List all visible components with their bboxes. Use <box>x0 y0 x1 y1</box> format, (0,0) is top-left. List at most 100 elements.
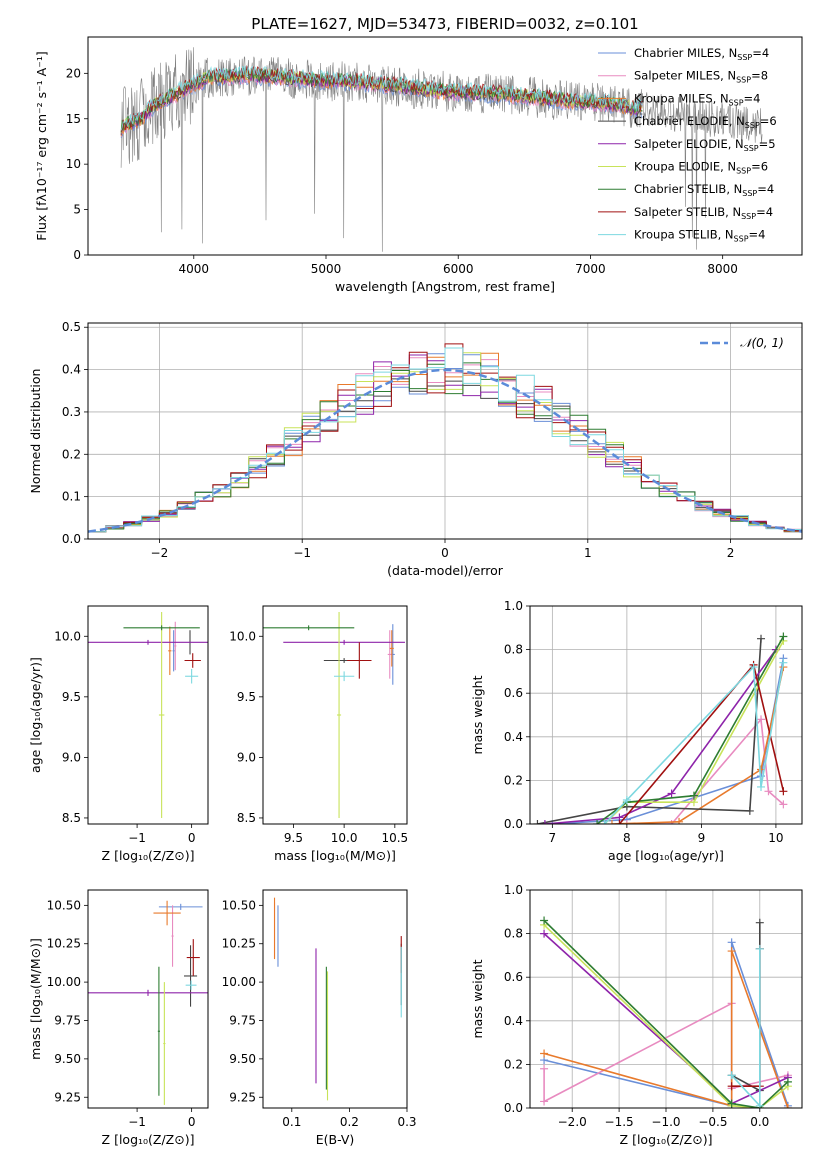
errorbar-5 <box>163 982 166 1105</box>
x-axis-label: Z [log₁₀(Z/Z⊙)] <box>620 1132 713 1147</box>
weight-series-0 <box>552 658 785 824</box>
weight-marker <box>727 1082 736 1091</box>
y-tick-label: 20 <box>66 66 81 80</box>
x-tick-label: 6000 <box>443 262 474 276</box>
x-axis-label: wavelength [Angstrom, rest frame] <box>335 279 555 294</box>
axes-frame <box>529 889 803 1109</box>
legend: Chabrier MILES, NSSP=4 Salpeter MILES, NS… <box>598 46 777 244</box>
legend-entry: Kroupa STELIB, NSSP=4 <box>634 228 765 244</box>
errorbar-1 <box>387 630 392 679</box>
x-tick-label: −1.0 <box>651 1115 680 1129</box>
weight-marker <box>757 634 766 643</box>
errorbar-8 <box>185 668 199 684</box>
errorbar-3 <box>184 945 198 1007</box>
weight-marker <box>540 929 549 938</box>
weight-marker <box>689 791 698 800</box>
y-tick-label: 9.50 <box>54 1052 81 1066</box>
errorbar-4 <box>283 639 405 645</box>
figure-title: PLATE=1627, MJD=53473, FIBERID=0032, z=0… <box>251 15 638 33</box>
x-tick-label: 0.0 <box>750 1115 769 1129</box>
weight-marker <box>755 1101 764 1108</box>
weight-marker <box>540 1064 549 1073</box>
weight-marker <box>755 944 764 953</box>
weight-marker <box>779 800 788 809</box>
x-tick-label: 7 <box>549 831 557 845</box>
y-tick-label: 10.00 <box>222 975 256 989</box>
legend-entry: Chabrier ELODIE, NSSP=6 <box>634 114 777 130</box>
axes-frame <box>87 36 803 256</box>
weight-marker <box>622 820 631 824</box>
y-tick-label: 1.0 <box>504 599 523 613</box>
x-tick-label: 10 <box>768 831 783 845</box>
y-tick-label: 0.6 <box>504 686 523 700</box>
plot-area <box>263 612 405 818</box>
y-tick-label: 9.0 <box>62 750 81 764</box>
x-tick-label: 4000 <box>179 262 210 276</box>
x-axis-label: Z [log₁₀(Z/Z⊙)] <box>102 1132 195 1147</box>
errorbar-1 <box>174 621 177 671</box>
weight-marker <box>779 658 788 667</box>
y-tick-label: 0.0 <box>504 1101 523 1115</box>
weight-series-3 <box>537 638 762 824</box>
errorbar-5 <box>158 612 165 818</box>
axes-frame <box>87 889 209 1109</box>
axes-frame <box>529 605 803 825</box>
legend-entry: Salpeter MILES, NSSP=8 <box>634 69 768 85</box>
panel-mass-vs-z: −1 0 9.25 9.50 9.75 10.00 10.25 10.50 Z [log₁₀(Z… <box>28 889 209 1147</box>
y-tick-label: 15 <box>66 112 81 126</box>
x-tick-label: 0 <box>188 1115 196 1129</box>
weight-marker <box>540 820 549 824</box>
weight-marker <box>727 947 736 956</box>
y-tick-label: 0 <box>73 248 81 262</box>
x-axis-label: Z [log₁₀(Z/Z⊙)] <box>102 848 195 863</box>
weight-marker <box>779 632 788 641</box>
plot-area <box>88 612 208 818</box>
x-tick-label: −1 <box>293 546 311 560</box>
y-tick-label: 10.0 <box>54 629 81 643</box>
errorbar-7 <box>186 939 200 976</box>
errorbar-2 <box>153 900 181 926</box>
weight-marker <box>540 1049 549 1058</box>
errorbar-4 <box>88 989 208 996</box>
x-tick-label: 8000 <box>707 262 738 276</box>
y-tick-label: 0.0 <box>62 532 81 546</box>
axes-frame <box>87 322 803 540</box>
x-tick-label: 10.0 <box>331 831 358 845</box>
y-tick-label: 10.25 <box>47 937 81 951</box>
legend-entry: Kroupa ELODIE, NSSP=6 <box>634 160 768 176</box>
y-tick-label: 10.00 <box>47 975 81 989</box>
panel-age-vs-z: −1 0 8.5 9.0 9.5 10.0 Z [log₁₀(Z/Z⊙)] age [log₁… <box>28 605 209 863</box>
x-tick-label: 8 <box>623 831 631 845</box>
x-tick-label: 0.1 <box>282 1115 301 1129</box>
y-tick-label: 9.75 <box>54 1013 81 1027</box>
legend-entry: Salpeter STELIB, NSSP=4 <box>634 205 773 221</box>
weight-marker <box>755 918 764 927</box>
y-tick-label: 9.75 <box>229 1013 256 1027</box>
x-tick-label: 9.5 <box>284 831 303 845</box>
weight-marker <box>593 820 602 824</box>
x-tick-label: 2 <box>727 546 735 560</box>
x-tick-label: 10.5 <box>381 831 408 845</box>
y-tick-label: 0.4 <box>504 730 523 744</box>
legend-entry: Kroupa MILES, NSSP=4 <box>634 91 760 107</box>
y-tick-label: 10.50 <box>47 898 81 912</box>
errorbar-8 <box>185 980 197 990</box>
normal-curve <box>88 368 802 533</box>
panel-weight-vs-age: 7 8 9 10 0.0 0.2 0.4 0.6 0.8 1.0 age [log₁₀(age/yr… <box>470 599 803 863</box>
weight-marker <box>675 817 684 824</box>
model-spectrum-8 <box>120 65 643 131</box>
weight-marker <box>783 1104 792 1108</box>
y-tick-label: 1.0 <box>504 883 523 897</box>
y-axis-label: Flux [fλ10⁻¹⁷ erg cm⁻² s⁻¹ A⁻¹] <box>34 51 49 240</box>
errorbar-0 <box>172 630 175 672</box>
weight-marker <box>727 1071 736 1080</box>
axes-frame <box>262 605 408 825</box>
errorbar-5 <box>337 612 342 818</box>
panel-age-vs-mass: 9.5 10.0 10.5 8.5 9.0 9.5 10.0 mass [log₁₀(M/M⊙… <box>229 605 408 863</box>
x-tick-label: −1 <box>128 831 146 845</box>
weight-marker <box>667 789 676 798</box>
errorbar-7 <box>184 653 201 668</box>
y-tick-label: 0.4 <box>504 1014 523 1028</box>
weight-series-6 <box>596 636 785 824</box>
weight-marker <box>764 787 773 796</box>
